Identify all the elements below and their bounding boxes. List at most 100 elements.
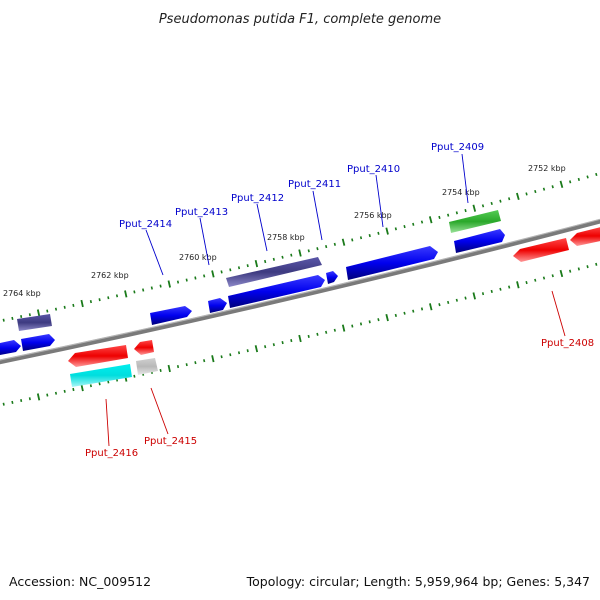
feature-blue-left-1[interactable] [0,340,21,356]
upper-tick [333,242,336,246]
upper-tick [63,305,66,309]
feature-red-2416[interactable] [68,345,128,367]
upper-tick [525,192,528,196]
upper-tick [176,280,180,284]
gene-label-2413[interactable]: Pput_2413 [175,207,228,218]
lower-tick [290,339,293,343]
upper-tick [377,231,380,235]
upper-tick [516,192,520,200]
lower-tick [281,341,284,345]
lower-tick [20,399,23,403]
lower-tick [229,353,232,357]
lower-tick [63,389,66,393]
upper-tick [72,303,75,307]
upper-tick [115,294,119,298]
upper-tick [264,259,267,264]
feature-blue-2412[interactable] [228,275,325,308]
scale-label-2758: 2758 kbp [267,233,305,242]
feature-dark-2416-outer[interactable] [17,314,52,331]
genome-backbone [0,218,600,365]
upper-tick [20,315,23,319]
upper-tick [28,313,31,317]
lower-tick [351,324,354,328]
lower-tick [237,351,241,355]
upper-tick [281,255,284,259]
upper-tick [185,278,188,282]
upper-tick [229,268,232,272]
lower-tick [98,382,101,386]
lower-tick [298,334,302,343]
lower-tick [107,380,110,384]
scale-label-2762: 2762 kbp [91,271,129,280]
upper-tick [341,238,346,246]
gene-label-2412[interactable]: Pput_2412 [231,193,284,204]
upper-tick [237,266,241,270]
upper-tick [551,185,554,189]
genome-summary-text: Topology: circular; Length: 5,959,964 bp… [246,574,590,589]
gene-label-2414[interactable]: Pput_2414 [119,219,172,230]
upper-tick [142,288,145,292]
feature-blue-2411[interactable] [326,271,338,284]
upper-tick [403,224,406,229]
scale-ticks-upper [2,172,598,322]
upper-tick [307,249,310,253]
upper-tick [428,216,433,224]
lower-tick [481,292,485,296]
upper-tick [2,318,5,322]
upper-tick [211,270,215,278]
feature-blue-2409[interactable] [454,229,505,253]
upper-tick [472,204,477,212]
upper-tick [254,259,259,268]
feature-dark-2412[interactable] [226,257,322,287]
gene-label-2416[interactable]: Pput_2416 [85,448,138,459]
upper-tick [167,280,171,288]
lower-tick [341,324,346,332]
feature-blue-2410[interactable] [346,246,438,280]
feature-red-2415[interactable] [134,340,154,355]
scale-label-2756: 2756 kbp [354,211,392,220]
upper-tick [80,299,84,308]
upper-tick [385,227,389,235]
feature-cyan-2416[interactable] [70,364,132,387]
feature-grey-2415[interactable] [136,358,158,375]
leader-lines-forward [145,153,469,276]
lower-tick [377,318,380,322]
gene-label-2415[interactable]: Pput_2415 [144,436,197,447]
upper-tick [133,290,136,294]
lower-tick [577,267,580,271]
feature-blue-2413[interactable] [208,298,227,313]
feature-blue-2414[interactable] [150,306,192,325]
feature-red-2408-b[interactable] [570,226,600,246]
leader-lines-reverse [105,290,566,447]
lower-tick [254,345,259,353]
upper-tick [438,215,441,220]
upper-tick [246,264,249,268]
upper-tick [481,204,485,208]
upper-tick [150,286,153,290]
upper-tick [98,298,101,302]
feature-blue-left-2[interactable] [21,334,55,351]
feature-green-2409[interactable] [449,210,501,233]
lower-tick [569,269,572,273]
feature-red-2408-a[interactable] [513,238,569,262]
upper-tick [499,199,502,203]
lower-tick [325,330,328,334]
upper-tick [316,247,319,251]
gene-label-2411[interactable]: Pput_2411 [288,179,341,190]
upper-tick [194,276,197,280]
lower-tick [11,400,14,404]
gene-label-2410[interactable]: Pput_2410 [347,164,400,175]
gene-label-2408[interactable]: Pput_2408 [541,338,594,349]
lower-tick [316,332,319,336]
lower-tick [89,384,92,388]
lower-tick [525,280,528,285]
upper-tick [569,180,572,184]
upper-tick [394,227,397,231]
lower-tick [464,296,467,300]
lower-tick [159,368,162,372]
lower-tick [272,343,275,347]
gene-label-2409[interactable]: Pput_2409 [431,142,484,153]
upper-tick [203,274,206,278]
upper-tick [107,296,110,300]
lower-tick [176,365,180,369]
